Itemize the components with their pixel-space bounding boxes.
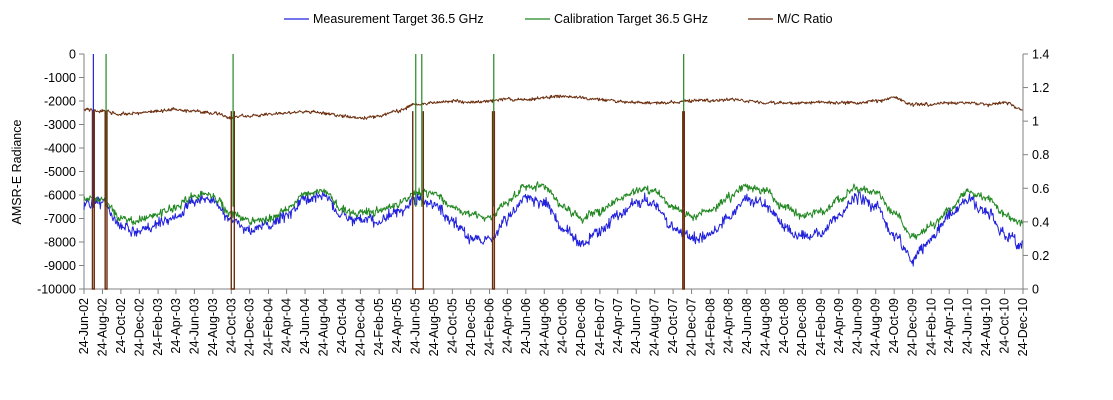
x-tick-label: 24-Jun-06	[519, 298, 533, 354]
y2-tick-label: 0.6	[1032, 182, 1049, 196]
legend-label-calibration: Calibration Target 36.5 GHz	[554, 12, 708, 26]
x-tick-label: 24-Jun-09	[850, 298, 864, 354]
x-tick-label: 24-Feb-04	[261, 298, 275, 356]
y2-tick-label: 0.8	[1032, 148, 1049, 162]
x-tick-label: 24-Oct-04	[335, 298, 349, 354]
x-tick-label: 24-Dec-04	[353, 298, 367, 356]
x-tick-label: 24-Apr-03	[169, 298, 183, 354]
y-tick-label: -2000	[44, 95, 76, 109]
y2-tick-label: 0.2	[1032, 249, 1049, 263]
x-tick-label: 24-Jun-04	[298, 298, 312, 354]
x-tick-label: 24-Aug-07	[648, 298, 662, 356]
x-tick-label: 24-Dec-05	[464, 298, 478, 356]
x-tick-label: 24-Dec-10	[1016, 298, 1030, 356]
x-tick-label: 24-Aug-05	[427, 298, 441, 356]
x-tick-label: 24-Feb-07	[593, 298, 607, 356]
x-tick-label: 24-Feb-08	[703, 298, 717, 356]
x-tick-label: 24-Aug-03	[206, 298, 220, 356]
ratio-dropout	[104, 111, 108, 290]
x-tick-label: 24-Apr-05	[390, 298, 404, 354]
y-tick-label: -4000	[44, 142, 76, 156]
x-tick-label: 24-Aug-08	[758, 298, 772, 356]
x-tick-label: 24-Aug-04	[317, 298, 331, 356]
x-tick-label: 24-Apr-04	[280, 298, 294, 354]
ratio-dropout	[412, 111, 425, 290]
x-tick-label: 24-Dec-08	[795, 298, 809, 356]
x-tick-label: 24-Feb-06	[483, 298, 497, 356]
x-tick-label: 24-Dec-09	[906, 298, 920, 356]
x-tick-label: 24-Apr-07	[611, 298, 625, 354]
x-tick-label: 24-Feb-03	[151, 298, 165, 356]
y-tick-label: -9000	[44, 259, 76, 273]
x-tick-label: 24-Oct-03	[224, 298, 238, 354]
series-line-0	[83, 190, 1023, 267]
x-tick-label: 24-Jun-03	[187, 298, 201, 354]
x-tick-label: 24-Jun-08	[740, 298, 754, 354]
x-tick-label: 24-Oct-02	[114, 298, 128, 354]
y2-tick-label: 0.4	[1032, 215, 1049, 229]
plot-area: 0 -1000 -2000 -3000 -4000 -5000 -6000 -7000 -800…	[37, 48, 1049, 357]
y-tick-label: -6000	[44, 189, 76, 203]
y-tick-label: -7000	[44, 212, 76, 226]
x-tick-label: 24-Oct-08	[777, 298, 791, 354]
series-line-1	[83, 181, 1024, 240]
x-tick-label: 24-Aug-10	[979, 298, 993, 356]
y-tick-label: -8000	[44, 236, 76, 250]
legend: Measurement Target 36.5 GHz Calibration …	[284, 12, 833, 26]
x-tick-label: 24-Oct-06	[556, 298, 570, 354]
x-tick-label: 24-Apr-10	[942, 298, 956, 354]
y-axis-title: AMSR-E Radiance	[10, 120, 24, 225]
ratio-dropout	[91, 111, 95, 290]
x-tick-label: 24-Feb-05	[372, 298, 386, 356]
y2-tick-label: 1.2	[1032, 81, 1049, 95]
x-tick-label: 24-Jun-02	[77, 298, 91, 354]
x-tick-label: 24-Jun-05	[408, 298, 422, 354]
y2-tick-label: 0	[1032, 283, 1039, 297]
x-tick-label: 24-Feb-09	[814, 298, 828, 356]
x-tick-label: 24-Aug-02	[95, 298, 109, 356]
x-tick-label: 24-Dec-02	[132, 298, 146, 356]
y2-tick-label: 1	[1032, 115, 1039, 129]
legend-label-measurement: Measurement Target 36.5 GHz	[313, 12, 484, 26]
x-tick-label: 24-Jun-10	[961, 298, 975, 354]
y2-tick-label: 1.4	[1032, 48, 1049, 62]
x-tick-label: 24-Aug-06	[537, 298, 551, 356]
ratio-dropout	[491, 111, 496, 290]
x-tick-label: 24-Aug-09	[869, 298, 883, 356]
x-tick-label: 24-Dec-06	[574, 298, 588, 356]
x-tick-label: 24-Apr-06	[500, 298, 514, 354]
x-tick-label: 24-Apr-09	[832, 298, 846, 354]
y-tick-label: -3000	[44, 118, 76, 132]
x-tick-label: 24-Oct-09	[887, 298, 901, 354]
y-tick-label: -1000	[44, 71, 76, 85]
x-tick-label: 24-Apr-08	[721, 298, 735, 354]
x-tick-label: 24-Dec-03	[243, 298, 257, 356]
legend-label-ratio: M/C Ratio	[777, 12, 833, 26]
x-tick-label: 24-Feb-10	[924, 298, 938, 356]
x-tick-label: 24-Oct-07	[666, 298, 680, 354]
y-tick-label: 0	[69, 48, 76, 62]
ratio-dropout	[682, 111, 685, 290]
series-line-2	[83, 94, 1023, 121]
x-tick-label: 24-Oct-05	[445, 298, 459, 354]
x-tick-label: 24-Dec-07	[685, 298, 699, 356]
y-tick-label: -5000	[44, 165, 76, 179]
y-tick-label: -10000	[37, 283, 76, 297]
x-tick-label: 24-Jun-07	[629, 298, 643, 354]
ratio-dropout	[230, 111, 236, 290]
x-tick-label: 24-Oct-10	[998, 298, 1012, 354]
